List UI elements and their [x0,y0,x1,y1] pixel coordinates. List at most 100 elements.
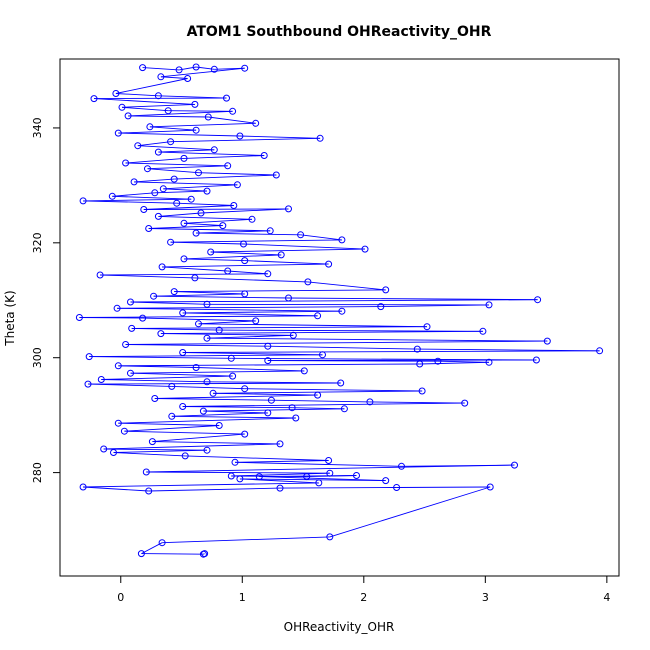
series-segment [147,165,228,170]
data-point [248,215,256,223]
data-point [338,236,346,244]
data-point [393,484,401,491]
series-segment [148,228,271,232]
data-point [209,389,217,397]
series-segment [163,188,208,192]
data-point [314,391,322,399]
data-point [434,357,442,365]
data-point [84,380,92,388]
data-point [289,331,297,339]
data-point [219,222,227,230]
data-point [127,369,134,377]
data-point [252,317,260,325]
series-segment [154,394,318,399]
series-segment [219,329,483,332]
data-point [195,169,202,177]
data-point [195,320,202,328]
data-point [231,458,239,466]
data-point [150,292,158,300]
data-point [164,107,172,115]
data-point [170,175,178,183]
series-segment [206,334,294,339]
data-point [353,472,360,479]
series-segment [124,430,245,435]
y-tick-label: 320 [31,232,44,253]
series-segment [148,225,223,229]
series-segment [103,448,208,451]
data-point [142,468,150,476]
data-point [180,255,188,263]
data-point [272,171,280,179]
data-point [192,63,200,71]
series-segment [89,354,323,358]
series-segment [153,293,245,297]
series-segment [143,208,289,210]
data-point [85,353,93,361]
data-point [423,323,431,331]
data-point [210,146,218,154]
series-segment [203,408,345,412]
series-segment [198,323,428,328]
series-segment [118,417,296,424]
series-segment [203,410,268,414]
series-segment [267,345,418,350]
data-point [134,142,142,150]
data-point [233,181,241,189]
data-point [203,300,211,308]
series-segment [128,115,209,118]
data-point [224,162,232,170]
series-segment [113,449,208,453]
series-segment [174,174,277,180]
data-point [158,539,166,547]
series-segment [141,553,204,555]
series-segment [239,478,386,482]
data-point [158,263,166,271]
data-point [145,487,153,495]
series-segment [146,464,515,473]
data-point [297,231,305,239]
data-point [203,187,211,195]
series-segment [147,168,199,174]
data-point [486,483,494,491]
series-segment [79,317,143,319]
series-segment [160,330,483,335]
data-point [596,347,604,355]
data-point [118,103,126,111]
series-segment [206,303,490,306]
data-point [154,148,162,156]
series-segment [194,277,308,283]
series-segment [182,312,318,317]
series-segment [162,536,330,544]
data-point [180,154,188,162]
series-segment [196,232,301,236]
series-segment [160,76,188,79]
data-point [184,75,192,82]
data-point [144,165,151,173]
data-point [145,225,153,232]
data-point [325,457,333,464]
series-segment [380,304,490,308]
series-segment [130,299,538,303]
data-point [154,92,162,100]
series-segment [125,340,548,345]
data-point [276,440,284,448]
series-segment [160,67,245,78]
series-segment [121,103,195,108]
series-segment [239,135,321,139]
series-segment [419,361,490,365]
data-point [137,550,145,558]
series-segment [170,241,244,245]
data-point [110,449,117,456]
series-segment [396,486,491,488]
series-segment [152,433,245,443]
data-point [479,327,487,335]
data-point [303,473,311,481]
y-tick-label: 300 [31,347,44,368]
data-point [236,132,244,140]
series-segment [118,129,197,134]
data-point [227,472,235,480]
data-point [300,367,308,375]
series-segment [170,137,321,143]
series-line-group [79,66,600,555]
data-point [277,251,285,259]
